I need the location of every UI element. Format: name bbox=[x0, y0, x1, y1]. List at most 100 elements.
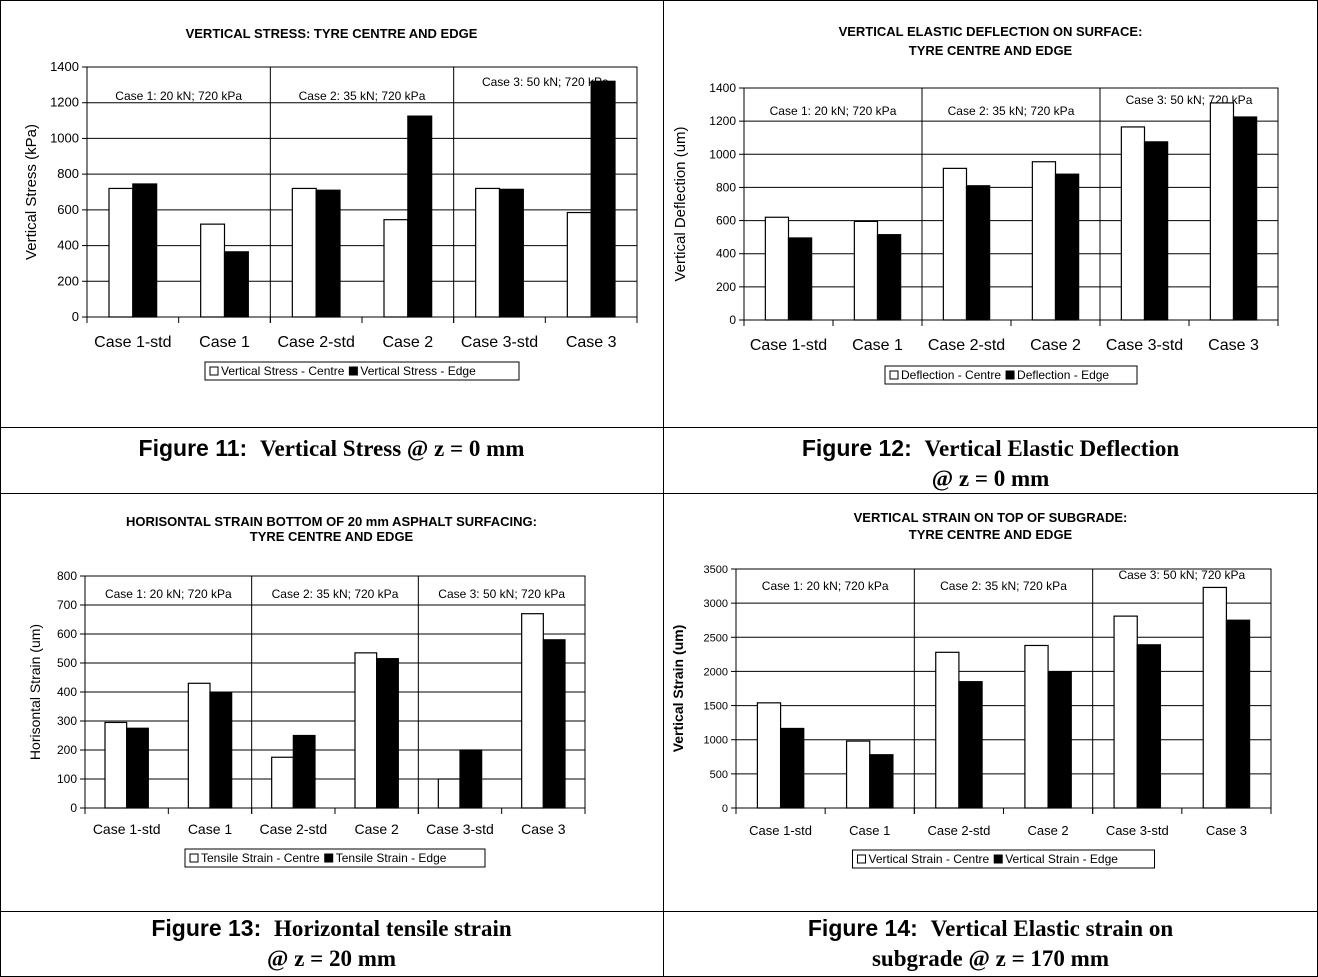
x-category-label: Case 2 bbox=[1027, 823, 1068, 838]
bar-edge bbox=[376, 658, 399, 809]
y-tick-label: 600 bbox=[716, 214, 736, 228]
y-tick-label: 600 bbox=[57, 627, 77, 641]
legend-label: Tensile Strain - Centre bbox=[201, 851, 320, 865]
caption-figure-14: Figure 14: Vertical Elastic strain on su… bbox=[663, 911, 1318, 977]
y-tick-label: 2500 bbox=[704, 632, 728, 644]
bar-edge bbox=[779, 727, 805, 809]
x-category-label: Case 2 bbox=[354, 821, 399, 837]
y-tick-label: 400 bbox=[57, 685, 77, 699]
bar-edge bbox=[407, 115, 433, 318]
caption-line2: subgrade @ z = 170 mm bbox=[871, 946, 1110, 971]
x-category-label: Case 3-std bbox=[461, 334, 538, 351]
horizontal-strain-chart: HORISONTAL STRAIN BOTTOM OF 20 mm ASPHAL… bbox=[27, 514, 586, 868]
caption-label: Figure 14: bbox=[807, 915, 918, 941]
x-category-label: Case 1-std bbox=[750, 337, 827, 354]
table-border-h3 bbox=[0, 911, 1318, 912]
bar-edge bbox=[787, 237, 813, 321]
bar-edge bbox=[132, 183, 158, 318]
caption-text: Vertical Elastic Deflection bbox=[924, 436, 1180, 461]
chart-title-line-1: HORISONTAL STRAIN BOTTOM OF 20 mm ASPHAL… bbox=[126, 514, 537, 529]
plot-area bbox=[86, 66, 638, 318]
caption-text: Horizontal tensile strain bbox=[274, 916, 512, 941]
bar-edge bbox=[542, 639, 566, 809]
y-tick-label: 500 bbox=[57, 656, 77, 670]
legend-label: Vertical Stress - Edge bbox=[360, 364, 476, 378]
chart-title-line-1: VERTICAL STRESS: TYRE CENTRE AND EDGE bbox=[186, 26, 478, 41]
bar-edge bbox=[876, 234, 902, 321]
x-category-label: Case 2-std bbox=[927, 823, 990, 838]
x-category-label: Case 3 bbox=[1206, 823, 1247, 838]
legend-swatch bbox=[189, 853, 199, 863]
x-category-label: Case 1 bbox=[188, 821, 233, 837]
vertical-stress-chart: VERTICAL STRESS: TYRE CENTRE AND EDGE 0 20… bbox=[23, 26, 638, 381]
bar-edge bbox=[1136, 644, 1162, 809]
x-category-label: Case 3-std bbox=[1106, 823, 1169, 838]
y-tick-label: 800 bbox=[57, 166, 79, 181]
legend-swatch bbox=[993, 854, 1003, 864]
table-border-h1 bbox=[0, 427, 1318, 428]
caption-line2: @ z = 0 mm bbox=[931, 466, 1050, 491]
bar-edge bbox=[292, 734, 316, 809]
chart-title-line-2: TYRE CENTRE AND EDGE bbox=[909, 527, 1073, 542]
y-tick-label: 100 bbox=[57, 772, 77, 786]
y-axis-label: Horisontal Strain (um) bbox=[27, 624, 43, 760]
x-category-label: Case 1 bbox=[849, 823, 890, 838]
chart-title-line-1: VERTICAL STRAIN ON TOP OF SUBGRADE: bbox=[854, 510, 1128, 525]
x-category-label: Case 3 bbox=[521, 821, 566, 837]
case-note-2: Case 2: 35 kN; 720 kPa bbox=[948, 104, 1075, 118]
y-tick-label: 200 bbox=[57, 273, 79, 288]
vertical-deflection-chart: VERTICAL ELASTIC DEFLECTION ON SURFACE: T… bbox=[672, 24, 1279, 385]
legend-box bbox=[184, 848, 486, 868]
x-category-label: Case 3-std bbox=[426, 821, 494, 837]
case-note-3: Case 3: 50 kN; 720 kPa bbox=[1118, 568, 1245, 582]
y-tick-label: 1400 bbox=[50, 59, 79, 74]
y-tick-label: 3000 bbox=[704, 598, 728, 610]
bar-edge bbox=[1232, 116, 1258, 321]
y-tick-label: 1200 bbox=[709, 114, 736, 128]
x-category-label: Case 2-std bbox=[277, 334, 354, 351]
bar-edge bbox=[1047, 671, 1072, 809]
y-axis-label: Vertical Stress (kPa) bbox=[23, 124, 40, 260]
y-tick-label: 700 bbox=[57, 598, 77, 612]
bar-edge bbox=[315, 189, 341, 318]
y-tick-label: 1500 bbox=[704, 701, 728, 713]
y-tick-label: 1000 bbox=[704, 735, 728, 747]
x-category-label: Case 3-std bbox=[1106, 337, 1183, 354]
legend-box bbox=[852, 849, 1155, 869]
legend-label: Vertical Strain - Edge bbox=[1005, 852, 1118, 866]
y-tick-label: 200 bbox=[716, 280, 736, 294]
y-tick-label: 1200 bbox=[50, 95, 79, 110]
x-category-label: Case 2-std bbox=[928, 337, 1005, 354]
case-note-1: Case 1: 20 kN; 720 kPa bbox=[770, 104, 897, 118]
plot-area bbox=[743, 87, 1279, 321]
vertical-strain-chart: VERTICAL STRAIN ON TOP OF SUBGRADE: TYRE … bbox=[670, 510, 1272, 869]
legend-label: Tensile Strain - Edge bbox=[336, 851, 447, 865]
chart-title-line-2: TYRE CENTRE AND EDGE bbox=[909, 43, 1073, 58]
y-tick-label: 400 bbox=[57, 238, 79, 253]
bar-edge bbox=[958, 681, 983, 809]
x-category-label: Case 1-std bbox=[93, 821, 161, 837]
bar-edge bbox=[590, 80, 616, 318]
bar-edge bbox=[126, 727, 149, 809]
y-tick-label: 1000 bbox=[50, 130, 79, 145]
caption-label: Figure 12: bbox=[801, 435, 912, 461]
bar-edge bbox=[965, 185, 991, 321]
y-axis-label: Vertical Strain (um) bbox=[670, 625, 686, 753]
bar-edge bbox=[459, 749, 483, 809]
legend-label: Deflection - Centre bbox=[901, 368, 1001, 382]
case-note-2: Case 2: 35 kN; 720 kPa bbox=[940, 579, 1067, 593]
y-tick-label: 200 bbox=[57, 743, 77, 757]
legend-swatch bbox=[889, 370, 899, 380]
y-tick-label: 0 bbox=[729, 313, 736, 327]
y-tick-label: 3500 bbox=[704, 564, 728, 576]
caption-figure-13: Figure 13: Horizontal tensile strain @ z… bbox=[0, 911, 663, 977]
legend-swatch bbox=[324, 853, 334, 863]
y-tick-label: 600 bbox=[57, 202, 79, 217]
case-note-1: Case 1: 20 kN; 720 kPa bbox=[115, 89, 242, 103]
y-tick-label: 0 bbox=[72, 309, 79, 324]
case-note-3: Case 3: 50 kN; 720 kPa bbox=[438, 587, 565, 601]
x-category-label: Case 2 bbox=[1030, 337, 1081, 354]
chart-title-line-1: VERTICAL ELASTIC DEFLECTION ON SURFACE: bbox=[839, 24, 1143, 39]
y-axis-label: Vertical Deflection (um) bbox=[672, 126, 689, 281]
bar-edge bbox=[1054, 173, 1080, 321]
